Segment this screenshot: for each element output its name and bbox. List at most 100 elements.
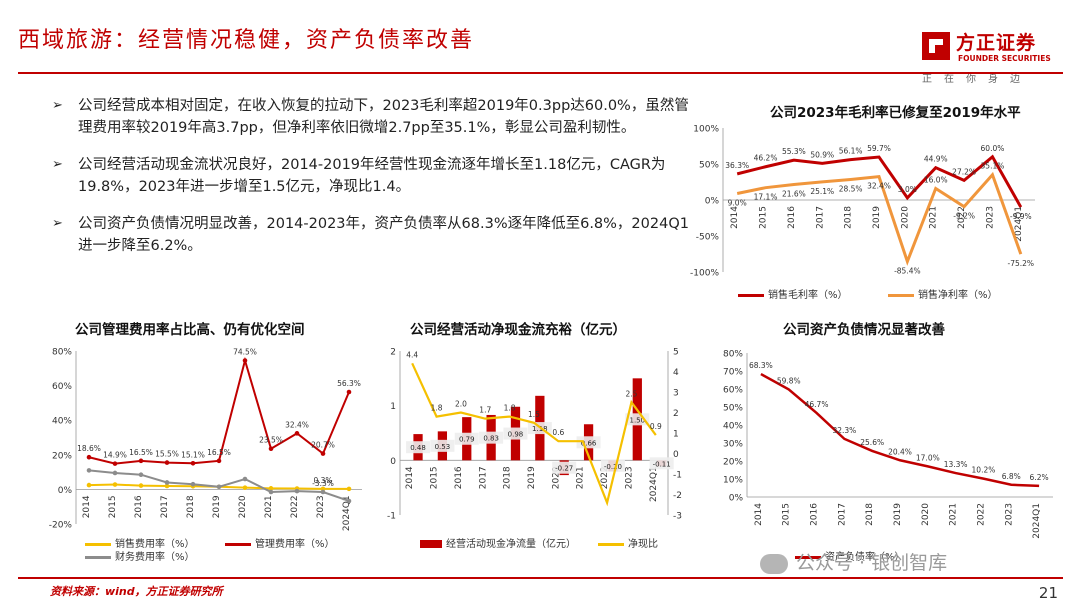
legend-swatch xyxy=(85,555,111,559)
watermark-text: 公众号 · 银创智库 xyxy=(796,552,948,574)
y-tick-label: 40% xyxy=(723,422,743,432)
data-point xyxy=(320,489,326,495)
legend-swatch xyxy=(85,542,111,546)
data-label: 56.3% xyxy=(337,379,361,388)
cashflow-chart: 2 1 0 -1 5 4 3 2 1 0 -1 -2 -3 2014 2015 2016 2017 2018 201… xyxy=(387,348,682,522)
data-label: 25.1% xyxy=(810,187,834,196)
debt-chart: 80% 70% 60% 50% 40% 30% 20% 10% 0% 2014 2015 2016 20… xyxy=(723,350,1053,539)
legend-item: 财务费用率（%） xyxy=(85,548,195,563)
data-point xyxy=(86,482,92,488)
expense-chart-title: 公司管理费用率占比高、仍有优化空间 xyxy=(75,322,305,338)
data-label: 0.6 xyxy=(552,428,564,437)
bar-label-bg xyxy=(479,431,504,444)
data-label: 27.2% xyxy=(952,167,976,176)
x-tick-label: 2016 xyxy=(454,466,464,489)
legend-label: 销售净利率（%） xyxy=(918,290,998,301)
arrow-icon: ➢ xyxy=(52,157,63,172)
title-divider xyxy=(18,72,1063,74)
bar-value-label: 0.53 xyxy=(435,443,451,451)
legend-item: 资产负债率（%） xyxy=(795,548,905,563)
data-label: 59.7% xyxy=(867,144,891,153)
data-label: 1.7 xyxy=(479,406,491,415)
x-tick-label: 2014 xyxy=(405,466,415,489)
data-label: -9.2% xyxy=(953,212,975,221)
data-label: 17.0% xyxy=(916,453,940,462)
x-tick-label: 2018 xyxy=(865,503,875,526)
data-point xyxy=(346,486,352,492)
bar-value-label: 1.18 xyxy=(532,425,548,433)
data-label: 20.4% xyxy=(888,447,912,456)
data-point xyxy=(268,446,274,452)
data-label: 17.1% xyxy=(754,193,778,202)
data-point xyxy=(164,483,170,489)
data-label: 10.2% xyxy=(972,466,996,475)
x-tick-label: 2017 xyxy=(815,206,825,229)
margin-chart: 100% 50% 0% -50% -100% 2014 2015 2016 2017 2018 20… xyxy=(690,125,1035,279)
data-label: 21.6% xyxy=(782,189,806,198)
bar-label-bg xyxy=(649,457,674,470)
logo-tagline: 正在你身边 xyxy=(922,74,1032,85)
data-label: 32.4% xyxy=(867,182,891,191)
x-tick-label: 2022 xyxy=(600,466,610,489)
y2-tick-label: 3 xyxy=(673,389,679,399)
x-tick-label: 2024Q1 xyxy=(342,495,352,531)
legend-item: 销售费用率（%） xyxy=(85,535,195,550)
series-line xyxy=(736,171,1023,266)
data-point xyxy=(346,498,352,504)
data-label: 15.1% xyxy=(181,450,205,459)
footer-divider xyxy=(18,577,1063,579)
x-tick-label: 2021 xyxy=(264,495,274,518)
legend-swatch xyxy=(598,542,624,546)
data-label: 28.5% xyxy=(839,184,863,193)
company-logo: 方正证券 FOUNDER SECURITIES 正在你身边 xyxy=(920,28,1060,85)
x-tick-label: 2023 xyxy=(985,206,995,229)
y-tick-label: -20% xyxy=(49,521,73,531)
bar-label-bg xyxy=(503,427,528,440)
data-label: 0.9 xyxy=(650,422,662,431)
x-tick-label: 2018 xyxy=(844,206,854,229)
series-line xyxy=(760,372,1040,488)
x-tick-label: 2024Q1 xyxy=(1032,503,1042,539)
data-label: 15.5% xyxy=(155,450,179,459)
data-label: -75.2% xyxy=(1008,259,1035,268)
cashflow-chart-title: 公司经营活动净现金流充裕（亿元） xyxy=(410,322,626,338)
data-label: 56.1% xyxy=(839,147,863,156)
bullet-text: 公司经营活动现金流状况良好，2014-2019年经营性现金流逐年增长至1.18亿… xyxy=(78,157,666,195)
x-tick-label: 2015 xyxy=(108,495,118,518)
y2-tick-label: -3 xyxy=(673,512,682,522)
bullet-item: ➢ 公司经营成本相对固定，在收入恢复的拉动下，2023毛利率超2019年0.3p… xyxy=(52,95,692,139)
y-tick-label: 0% xyxy=(705,197,720,207)
legend-swatch xyxy=(888,293,914,297)
x-tick-label: 2022 xyxy=(290,495,300,518)
legend-item: 销售毛利率（%） xyxy=(738,286,848,301)
data-point xyxy=(112,470,118,476)
legend-label: 资产负债率（%） xyxy=(825,552,905,563)
watermark: 公众号 · 银创智库 xyxy=(760,548,947,575)
data-label: 16.5% xyxy=(129,448,153,457)
y2-tick-label: 5 xyxy=(673,348,679,358)
data-label: 4.4 xyxy=(406,350,418,359)
y-tick-label: 10% xyxy=(723,476,743,486)
x-tick-label: 2019 xyxy=(893,503,903,526)
y-tick-label: 1 xyxy=(390,402,396,412)
series-line xyxy=(411,362,657,507)
bar-label-bg xyxy=(576,436,601,449)
x-tick-label: 2020 xyxy=(551,466,561,489)
bar-value-label: 0.79 xyxy=(459,436,475,444)
legend-label: 经营活动现金净流量（亿元） xyxy=(446,539,576,550)
data-point xyxy=(138,472,144,477)
x-tick-label: 2018 xyxy=(186,495,196,518)
bar-label-bg xyxy=(552,461,577,474)
y-tick-label: 80% xyxy=(723,350,743,360)
x-tick-label: 2015 xyxy=(759,206,769,229)
source-note: 资料来源：wind，方正证券研究所 xyxy=(50,585,223,598)
data-label: 60.0% xyxy=(981,144,1005,153)
data-label: 16.0% xyxy=(924,175,948,184)
data-point xyxy=(86,468,92,473)
x-tick-label: 2015 xyxy=(430,466,440,489)
data-label: 25.6% xyxy=(860,438,884,447)
x-tick-label: 2023 xyxy=(1004,503,1014,526)
bullet-item: ➢ 公司经营活动现金流状况良好，2014-2019年经营性现金流逐年增长至1.1… xyxy=(52,154,692,198)
data-label: 13.3% xyxy=(944,460,968,469)
bar-label-bg xyxy=(406,441,431,454)
